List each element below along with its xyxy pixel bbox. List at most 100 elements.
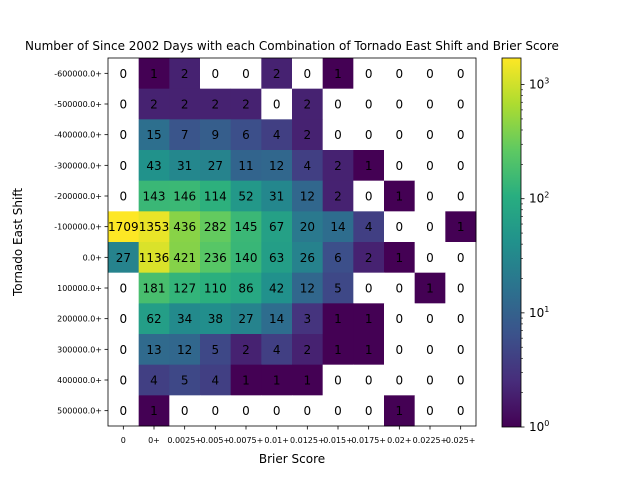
cell-value-label: 63 <box>269 251 284 265</box>
heatmap-cell <box>414 88 446 120</box>
y-tick-label: 200000.0+ <box>57 315 102 324</box>
colorbar-tick-label: 100 <box>529 419 549 434</box>
heatmap-cell <box>353 272 385 304</box>
cell-value-label: 86 <box>238 282 253 296</box>
cell-value-label: 0 <box>120 404 128 418</box>
cell-value-label: 2 <box>181 67 189 81</box>
heatmap-cell <box>414 211 446 243</box>
cell-value-label: 0 <box>396 312 404 326</box>
cell-value-label: 110 <box>204 282 227 296</box>
heatmap-cell <box>353 88 385 120</box>
cell-value-label: 127 <box>173 282 196 296</box>
heatmap-cell <box>261 395 293 427</box>
cell-value-label: 2 <box>273 67 281 81</box>
cell-value-label: 12 <box>300 282 315 296</box>
cell-value-label: 0 <box>457 282 465 296</box>
heatmap-cell <box>200 119 232 151</box>
cell-value-label: 282 <box>204 220 227 234</box>
heatmap-cell <box>414 364 446 396</box>
cell-value-label: 27 <box>238 312 253 326</box>
cell-value-label: 1 <box>150 404 158 418</box>
heatmap-cell <box>200 180 232 212</box>
heatmap-cell <box>414 303 446 335</box>
heatmap-cell <box>108 303 140 335</box>
cell-value-label: 0 <box>396 98 404 112</box>
cell-value-label: 12 <box>269 159 284 173</box>
heatmap-cell <box>445 364 477 396</box>
cell-value-label: 1 <box>273 374 281 388</box>
cell-value-label: 5 <box>212 343 220 357</box>
heatmap-cell <box>384 272 416 304</box>
heatmap-cell <box>108 211 140 243</box>
heatmap-cell <box>445 119 477 151</box>
heatmap-cell <box>261 119 293 151</box>
heatmap-cell <box>138 364 170 396</box>
cell-value-label: 0 <box>426 343 434 357</box>
cell-value-label: 2 <box>334 159 342 173</box>
y-tick-label: -300000.0+ <box>54 161 102 170</box>
y-tick-label: 100000.0+ <box>57 284 102 293</box>
cell-value-label: 1136 <box>139 251 170 265</box>
colorbar <box>501 57 522 428</box>
cell-value-label: 0 <box>120 312 128 326</box>
heatmap-cell <box>322 303 354 335</box>
cell-value-label: 4 <box>150 374 158 388</box>
cell-value-label: 114 <box>204 190 227 204</box>
heatmap-cell <box>169 242 201 274</box>
heatmap-cell <box>445 58 477 90</box>
heatmap-cell <box>445 211 477 243</box>
heatmap-cell <box>261 364 293 396</box>
heatmap-cell <box>292 58 324 90</box>
heatmap-cell <box>384 303 416 335</box>
heatmap-cell <box>138 242 170 274</box>
heatmap-cell <box>292 272 324 304</box>
cell-value-label: 0 <box>120 374 128 388</box>
x-tick-label: 0.0075+ <box>229 436 264 445</box>
cell-value-label: 0 <box>457 312 465 326</box>
x-tick-label: 0.025+ <box>446 436 476 445</box>
heatmap-cell <box>384 150 416 182</box>
heatmap-cell <box>230 272 262 304</box>
cell-value-label: 14 <box>330 220 345 234</box>
heatmap-cell <box>108 272 140 304</box>
heatmap-cell <box>414 150 446 182</box>
cell-value-label: 0 <box>426 190 434 204</box>
heatmap-cell <box>353 211 385 243</box>
colorbar-tick-label: 102 <box>529 191 549 206</box>
heatmap-cell <box>292 180 324 212</box>
chart-title: Number of Since 2002 Days with each Comb… <box>25 39 559 53</box>
heatmap-cell <box>353 364 385 396</box>
cell-value-label: 2 <box>181 98 189 112</box>
cell-value-label: 436 <box>173 220 196 234</box>
cell-value-label: 52 <box>238 190 253 204</box>
cell-value-label: 0 <box>120 343 128 357</box>
heatmap-cell <box>261 180 293 212</box>
cell-value-label: 1 <box>396 190 404 204</box>
heatmap-cell <box>414 242 446 274</box>
cell-value-label: 0 <box>304 404 312 418</box>
cell-value-label: 0 <box>365 282 373 296</box>
cell-value-label: 31 <box>177 159 192 173</box>
heatmap-cell <box>108 150 140 182</box>
heatmap-cell <box>138 211 170 243</box>
y-tick-label: 500000.0+ <box>57 407 102 416</box>
cell-value-label: 0 <box>120 282 128 296</box>
cell-value-label: 0 <box>365 404 373 418</box>
cell-value-label: 4 <box>273 343 281 357</box>
cell-value-label: 1 <box>365 159 373 173</box>
heatmap-cell <box>169 395 201 427</box>
heatmap-cell <box>322 272 354 304</box>
cell-value-label: 4 <box>304 159 312 173</box>
cell-value-label: 0 <box>242 404 250 418</box>
cell-value-label: 143 <box>143 190 166 204</box>
colorbar-tick-label: 101 <box>529 305 549 320</box>
cell-value-label: 0 <box>212 404 220 418</box>
heatmap-cell <box>261 334 293 366</box>
heatmap-cell <box>384 180 416 212</box>
x-axis-ticks: 0 0+ 0.0025+0.005+0.0075+ 0.01+ 0.0125+0.015… <box>121 426 476 445</box>
heatmap-cell <box>200 88 232 120</box>
cell-value-label: 11 <box>238 159 253 173</box>
y-tick-label: 0.0+ <box>83 253 102 262</box>
cell-value-label: 1353 <box>139 220 170 234</box>
cell-value-label: 2 <box>304 98 312 112</box>
